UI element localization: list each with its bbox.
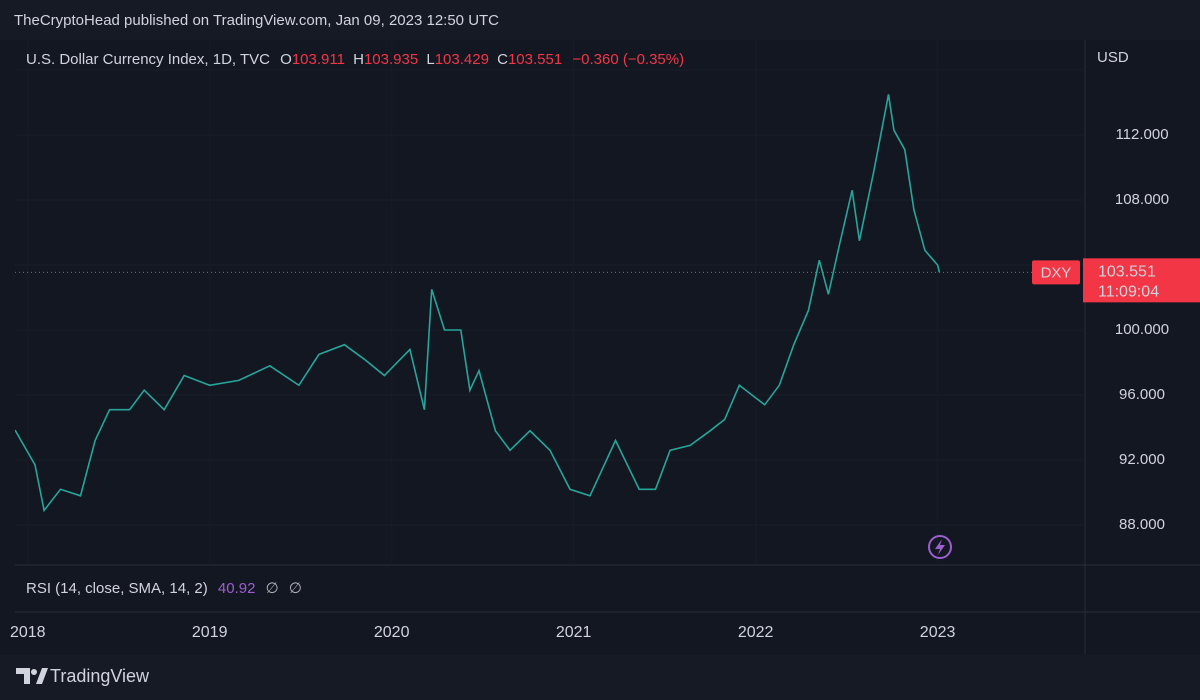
indicator-value: 40.92 [218,580,256,597]
y-tick-label: 88.000 [1119,516,1165,533]
ohlc-value: 103.935 [364,51,418,68]
ohlc-label: C [497,51,508,68]
price-line [15,94,941,513]
indicator-na: ∅ [289,580,302,597]
event-icon[interactable] [928,535,952,559]
currency-bg [1086,42,1200,80]
y-tick-label: 92.000 [1119,451,1165,468]
y-tick-label: 100.000 [1115,321,1169,338]
publisher: TheCryptoHead published on TradingView.c… [14,12,499,29]
x-tick-label: 2023 [920,624,956,641]
price-badge-value: 103.551 [1098,264,1156,281]
x-tick-label: 2020 [374,624,410,641]
x-tick-label: 2021 [556,624,592,641]
ohlc-label: H [353,51,364,68]
legend: U.S. Dollar Currency Index, 1D, TVC O103… [26,51,684,68]
ohlc-label: O [280,51,292,68]
brand-logo [16,668,48,684]
ohlc-value: 103.551 [508,51,562,68]
event-icon-bolt [935,539,945,555]
ohlc-value: 103.429 [435,51,489,68]
change: −0.360 (−0.35%) [572,51,684,68]
ohlc-label: L [426,51,434,68]
x-tick-label: 2022 [738,624,774,641]
price-badge-countdown: 11:09:04 [1098,284,1159,301]
header-bar [0,0,1200,40]
symbol-badge-text: DXY [1041,264,1072,281]
price-badge [1083,258,1200,303]
x-tick-label: 2019 [192,624,228,641]
indicator-legend: RSI (14, close, SMA, 14, 2) 40.92 ∅ ∅ [26,580,302,597]
symbol-badge [1032,260,1080,285]
chart-area [15,40,1200,655]
x-tick-label: 2018 [10,624,46,641]
y-tick-label: 108.000 [1115,191,1169,208]
currency: USD [1097,49,1129,66]
y-tick-label: 96.000 [1119,386,1165,403]
indicator-na: ∅ [266,580,279,597]
ohlc-value: 103.911 [292,51,345,68]
footer-bar [0,655,1200,700]
brand: TradingView [50,666,150,686]
symbol-title: U.S. Dollar Currency Index, 1D, TVC [26,51,270,68]
y-tick-label: 112.000 [1115,126,1168,143]
indicator-name: RSI (14, close, SMA, 14, 2) [26,580,208,597]
